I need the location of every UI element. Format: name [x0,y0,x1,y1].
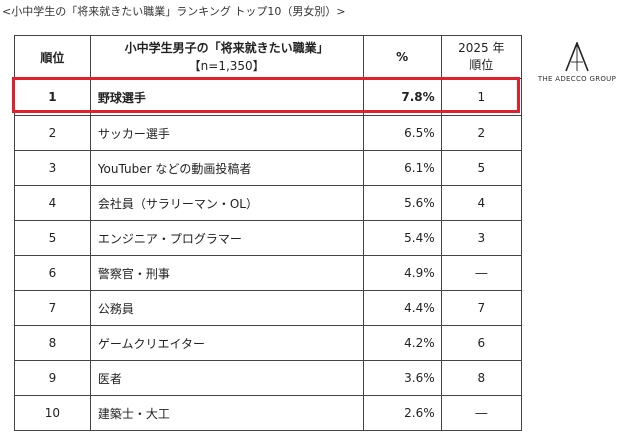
header-title-text: 小中学生男子の「将来就きたい職業」 [124,41,329,55]
prev-rank-cell: 4 [440,185,523,221]
percent-cell: 6.1% [362,150,442,186]
percent-cell: 2.6% [362,395,442,431]
rank-cell: 10 [14,395,91,431]
percent-cell: 5.6% [362,185,442,221]
table-row: 5 エンジニア・プログラマー 5.4% 3 [14,220,523,256]
adecco-a-logo-icon [565,42,589,72]
prev-rank-cell: 2 [440,115,523,151]
prev-rank-cell: 6 [440,325,523,361]
ranking-table-body: 1 野球選手 7.8% 1 2 サッカー選手 6.5% 2 3 YouTuber などの動画投稿者… [14,78,523,431]
job-cell: 会社員（サラリーマン・OL） [89,185,364,221]
percent-cell: 4.2% [362,325,442,361]
table-row: 3 YouTuber などの動画投稿者 6.1% 5 [14,150,523,186]
table-row: 7 公務員 4.4% 7 [14,290,523,326]
rank-cell: 1 [14,78,91,116]
table-row: 8 ゲームクリエイター 4.2% 6 [14,325,523,361]
percent-cell: 4.4% [362,290,442,326]
job-cell: 医者 [89,360,364,396]
rank-cell: 2 [14,115,91,151]
job-cell: サッカー選手 [89,115,364,151]
prev-rank-cell: 8 [440,360,523,396]
table-row: 6 警察官・刑事 4.9% ― [14,255,523,291]
header-prev-rank: 2025 年 順位 [440,35,523,79]
rank-cell: 4 [14,185,91,221]
page-caption: <小中学生の「将来就きたい職業」ランキング トップ10（男女別）> [2,5,346,18]
percent-cell: 4.9% [362,255,442,291]
rank-cell: 3 [14,150,91,186]
rank-cell: 9 [14,360,91,396]
header-title: 小中学生男子の「将来就きたい職業」 【n=1,350】 [89,35,364,79]
prev-rank-cell: 5 [440,150,523,186]
rank-cell: 7 [14,290,91,326]
percent-cell: 3.6% [362,360,442,396]
rank-cell: 5 [14,220,91,256]
prev-rank-cell: 3 [440,220,523,256]
table-row: 9 医者 3.6% 8 [14,360,523,396]
header-prev-rank-label: 順位 [469,58,494,72]
header-prev-year: 2025 年 [458,41,505,55]
prev-rank-cell: ― [440,395,523,431]
table-row: 1 野球選手 7.8% 1 [14,78,523,116]
job-cell: ゲームクリエイター [89,325,364,361]
job-cell: 公務員 [89,290,364,326]
adecco-logo: THE ADECCO GROUP [532,42,622,92]
job-cell: エンジニア・プログラマー [89,220,364,256]
percent-cell: 6.5% [362,115,442,151]
table-row: 2 サッカー選手 6.5% 2 [14,115,523,151]
adecco-logo-text: THE ADECCO GROUP [537,75,617,83]
table-header-row: 順位 小中学生男子の「将来就きたい職業」 【n=1,350】 % 2025 年 … [14,35,523,79]
table-row: 10 建築士・大工 2.6% ― [14,395,523,431]
job-cell: 野球選手 [89,78,364,116]
header-percent: % [362,35,442,79]
job-cell: 建築士・大工 [89,395,364,431]
prev-rank-cell: 1 [440,78,523,116]
prev-rank-cell: 7 [440,290,523,326]
job-cell: YouTuber などの動画投稿者 [89,150,364,186]
table-row: 4 会社員（サラリーマン・OL） 5.6% 4 [14,185,523,221]
rank-cell: 6 [14,255,91,291]
job-cell: 警察官・刑事 [89,255,364,291]
rank-cell: 8 [14,325,91,361]
percent-cell: 7.8% [362,78,442,116]
header-sample-size: 【n=1,350】 [188,59,265,73]
header-rank: 順位 [14,35,91,79]
ranking-table: 順位 小中学生男子の「将来就きたい職業」 【n=1,350】 % 2025 年 … [14,35,523,431]
prev-rank-cell: ― [440,255,523,291]
percent-cell: 5.4% [362,220,442,256]
